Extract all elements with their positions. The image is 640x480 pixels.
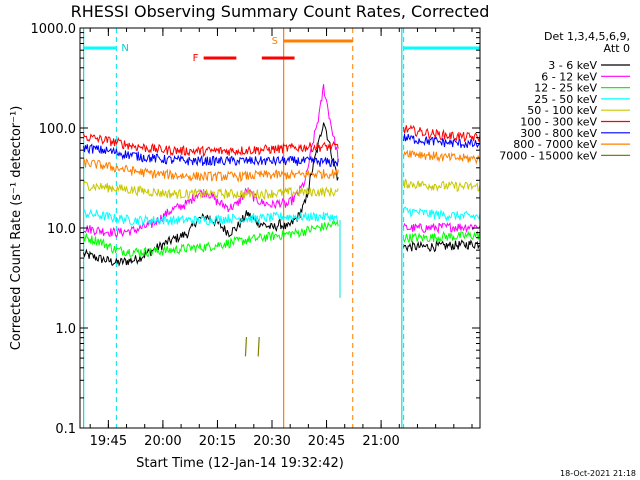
series-line-7-b — [403, 149, 481, 165]
series-line-0-b — [403, 239, 481, 253]
chart-title: RHESSI Observing Summary Count Rates, Co… — [71, 2, 490, 21]
y-axis-label: Corrected Count Rate (s⁻¹ detector⁻¹) — [9, 106, 24, 351]
series-line-5-b — [403, 124, 481, 143]
y-tick-label-2: 10.0 — [47, 222, 76, 237]
series-line-2-b — [403, 230, 481, 243]
legend-label-6: 300 - 800 keV — [520, 127, 597, 140]
legend-label-4: 50 - 100 keV — [527, 104, 597, 117]
legend-label-7: 800 - 7000 keV — [513, 138, 597, 151]
legend-header-line2: Att 0 — [604, 42, 630, 55]
series-line-5-a — [83, 133, 339, 158]
y-tick-label-0: 0.1 — [55, 422, 76, 437]
series-line-6-a — [83, 143, 339, 168]
series-line-6-b — [403, 133, 481, 149]
series-spike-8-0 — [244, 336, 248, 357]
legend-label-5: 100 - 300 keV — [520, 116, 597, 129]
footer-date: 18-Oct-2021 21:18 — [560, 469, 636, 478]
x-axis-label: Start Time (12-Jan-14 19:32:42) — [136, 456, 344, 471]
y-tick-label-1: 1.0 — [55, 322, 76, 337]
flare-flag-label: F — [193, 53, 199, 64]
x-axis: 19:45 20:00 20:15 20:30 20:45 21:00 — [90, 28, 473, 449]
legend-label-0: 3 - 6 keV — [548, 59, 597, 72]
series-line-3-a — [83, 208, 339, 226]
series-line-2-a — [83, 219, 339, 258]
series-spike-8-1 — [257, 336, 260, 357]
series-line-1-b — [403, 222, 481, 235]
y-axis: 0.1 1.0 10.0 100.0 1000.0 — [31, 22, 480, 437]
x-tick-label-4: 20:45 — [308, 434, 345, 449]
series-line-4-b — [403, 178, 481, 193]
x-tick-label-0: 19:45 — [90, 434, 127, 449]
x-tick-label-5: 21:00 — [362, 434, 399, 449]
series-line-4-a — [83, 180, 339, 200]
saa-flag-label: S — [272, 36, 278, 47]
legend-label-2: 12 - 25 keV — [534, 82, 597, 95]
night-flag-label: N — [121, 43, 128, 54]
legend-label-3: 25 - 50 keV — [534, 93, 597, 106]
plot-area: N F S — [83, 28, 481, 428]
x-tick-label-2: 20:15 — [199, 434, 236, 449]
legend-header-line1: Det 1,3,4,5,6,9, — [544, 30, 630, 43]
y-tick-label-4: 1000.0 — [31, 22, 77, 37]
series-line-3-b — [403, 206, 481, 222]
legend-label-8: 7000 - 15000 keV — [499, 149, 597, 162]
series-line-7-a — [83, 158, 339, 183]
x-tick-label-1: 20:00 — [144, 434, 181, 449]
legend-label-1: 6 - 12 keV — [541, 70, 597, 83]
x-tick-label-3: 20:30 — [253, 434, 290, 449]
y-tick-label-3: 100.0 — [39, 122, 76, 137]
